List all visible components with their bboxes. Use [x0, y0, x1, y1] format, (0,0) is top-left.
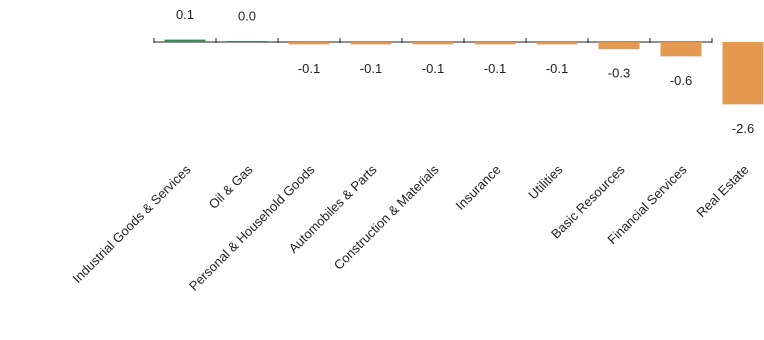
- x-tick-label: Oil & Gas: [206, 162, 256, 212]
- data-label: -0.6: [670, 73, 692, 88]
- data-label: -0.1: [298, 61, 320, 76]
- data-label: -0.1: [360, 61, 382, 76]
- bar: [474, 42, 516, 45]
- bar: [288, 42, 330, 45]
- data-label: 0.0: [238, 8, 256, 23]
- bar: [722, 42, 764, 105]
- data-label: 0.1: [176, 7, 194, 22]
- bar: [660, 42, 702, 57]
- bar: [598, 42, 640, 50]
- data-label: -0.1: [422, 61, 444, 76]
- bar: [350, 42, 392, 45]
- x-tick-label: Real Estate: [693, 162, 751, 220]
- x-tick-label: Construction & Materials: [331, 162, 442, 273]
- bar: [536, 42, 578, 45]
- data-label: -0.1: [484, 61, 506, 76]
- bar: [412, 42, 454, 45]
- x-tick-label: Personal & Household Goods: [186, 162, 318, 294]
- x-tick-label: Industrial Goods & Services: [70, 162, 194, 286]
- data-label: -0.1: [546, 61, 568, 76]
- x-tick-label: Insurance: [453, 162, 504, 213]
- data-label: -2.6: [732, 121, 754, 136]
- x-tick-label: Utilities: [525, 162, 566, 203]
- data-label: -0.3: [608, 66, 630, 81]
- bar: [164, 39, 206, 42]
- bar: [226, 41, 268, 42]
